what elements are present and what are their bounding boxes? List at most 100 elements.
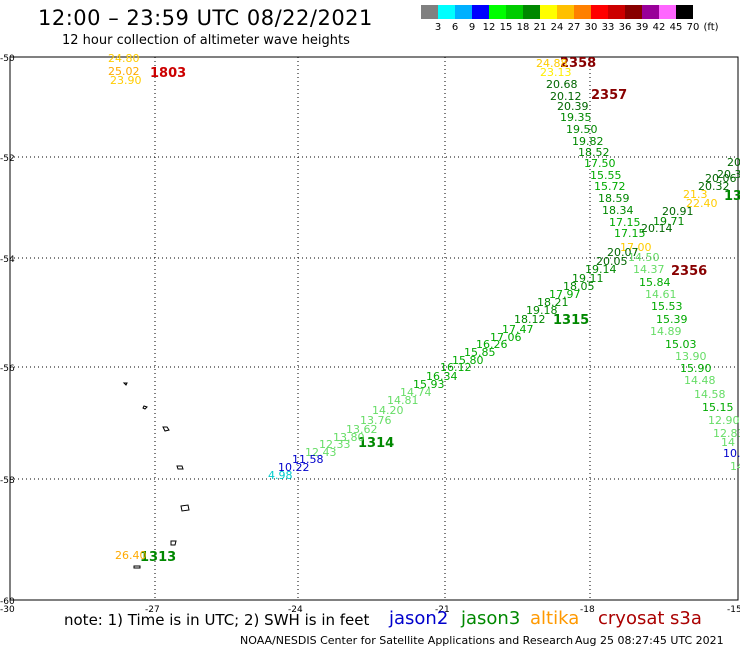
color-scale-label: 6 [451,22,459,33]
wave-height-label: 15.72 [594,180,626,193]
wave-height-label: 12.90 [708,414,740,427]
wave-height-label: 23.90 [110,74,142,87]
color-scale-label: 45 [669,22,683,33]
track-time-label: 13 [724,189,740,204]
wave-height-label: 14.20 [372,404,404,417]
longitude-label: -30 [0,605,15,615]
wave-height-label: 22.40 [686,197,718,210]
wave-height-label: 14.81 [387,394,419,407]
color-swatch [591,5,608,19]
color-scale-label: 9 [468,22,476,33]
wave-height-label: 20.14 [641,222,673,235]
wave-height-label: 13.80 [333,431,365,444]
color-scale-label: 33 [601,22,615,33]
map-frame [9,56,739,601]
wave-height-label: 17.50 [584,157,616,170]
latitude-label: -60 [0,597,15,607]
wave-height-label: 17.00 [620,241,652,254]
color-scale-label: 27 [567,22,581,33]
wave-height-label: 16.34 [426,370,458,383]
color-scale-label: 18 [516,22,530,33]
wave-height-label: 15.84 [639,276,671,289]
wave-height-label: 26.40 [115,549,147,562]
mission-legend-item: s3a [670,608,702,629]
wave-height-label: 13.62 [346,423,378,436]
track-time-label: 1315 [553,313,589,328]
wave-height-label: 12.33 [319,438,351,451]
color-scale-label: 21 [533,22,547,33]
color-swatch [642,5,659,19]
wave-height-label: 19.18 [526,304,558,317]
color-swatch [472,5,489,19]
wave-height-label: 15.85 [464,346,496,359]
wave-height-label: 17.47 [502,323,534,336]
color-swatch [659,5,676,19]
generation-timestamp: Aug 25 08:27:45 UTC 2021 [575,634,724,647]
color-scale-label: 30 [584,22,598,33]
wave-height-label: 14 [730,460,740,473]
color-scale-label: 24 [550,22,564,33]
color-swatch [608,5,625,19]
island-outline [170,540,177,546]
track-time-label: 2356 [671,264,707,279]
mission-legend-item: jason3 [461,608,521,629]
wave-height-label: 4.98 [268,469,293,482]
track-time-label: 1314 [358,436,394,451]
wave-height-label: 14.50 [628,251,660,264]
wave-height-label: 20.39 [557,100,589,113]
wave-height-label: 15.15 [702,401,734,414]
color-scale-label: 39 [635,22,649,33]
color-swatch [489,5,506,19]
island-outline [180,504,190,512]
color-swatch [625,5,642,19]
color-swatch [557,5,574,19]
island-outline [176,465,184,470]
wave-height-label: 20.07 [607,246,639,259]
footer-note: note: 1) Time is in UTC; 2) SWH is in fe… [64,611,370,629]
wave-height-label: 15.55 [590,169,622,182]
track-time-label: 2358 [560,56,596,71]
island-outline [122,382,128,386]
latitude-label: -52 [0,154,15,164]
track-time-label: 2357 [591,88,627,103]
wave-height-label: 18.12 [514,313,546,326]
color-scale-label: 42 [652,22,666,33]
wave-height-label: 14.48 [684,374,716,387]
mission-legend-item: cryosat [598,608,665,629]
credit-line: NOAA/NESDIS Center for Satellite Applica… [240,634,574,647]
island-outline [162,426,170,432]
wave-height-label: 10.22 [278,461,310,474]
wave-height-label: 24.88 [536,57,568,70]
track-time-label: 1313 [140,550,176,565]
color-swatch [438,5,455,19]
wave-height-label: 19.35 [560,111,592,124]
island-outline [133,565,141,569]
wave-height-label: 14.58 [694,388,726,401]
wave-height-label: 15.39 [656,313,688,326]
color-scale-label: 12 [482,22,496,33]
color-scale-label: 15 [499,22,513,33]
wave-height-label: 18.59 [598,192,630,205]
wave-height-label: 19.50 [566,123,598,136]
longitude-label: -27 [145,605,160,615]
wave-height-label: 15.03 [665,338,697,351]
wave-height-label: 20 [727,156,740,169]
island-outlines [122,382,190,569]
color-scale-label: 3 [434,22,442,33]
wave-height-label: 16.26 [476,338,508,351]
wave-height-label: 13.90 [675,350,707,363]
mission-legend-item: jason2 [389,608,449,629]
longitude-label: -18 [580,605,595,615]
gridlines [10,57,738,600]
wave-height-label: 19.14 [585,263,617,276]
page-subtitle: 12 hour collection of altimeter wave hei… [62,33,350,48]
wave-height-label: 15.53 [651,300,683,313]
longitude-label: -21 [435,605,450,615]
wave-height-label: 16.12 [440,361,472,374]
wave-height-label: 20.12 [550,90,582,103]
wave-height-label: 17.15 [614,227,646,240]
wave-height-label: 11.58 [292,453,324,466]
wave-height-label: 15.90 [680,362,712,375]
color-swatch [540,5,557,19]
color-scale-label: 70 [686,22,700,33]
